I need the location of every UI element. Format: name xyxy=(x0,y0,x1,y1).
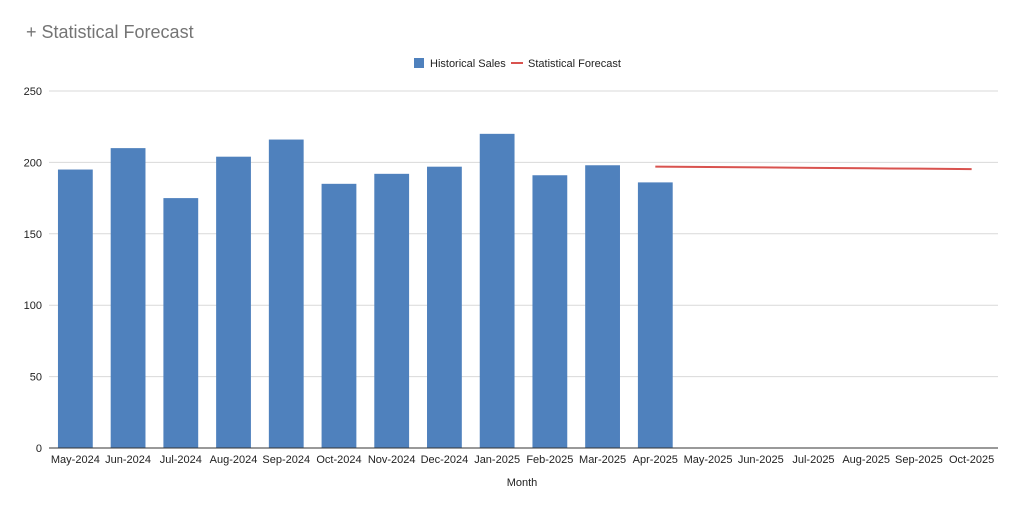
x-tick-label: Sep-2025 xyxy=(895,454,943,466)
x-tick-label: Aug-2025 xyxy=(842,454,890,466)
legend-label: Statistical Forecast xyxy=(528,58,621,70)
y-tick-label: 200 xyxy=(24,157,42,169)
legend[interactable]: Historical Sales Statistical Forecast xyxy=(414,58,621,70)
x-tick-label: May-2025 xyxy=(684,454,733,466)
axes: 0 50 100 150 200 250 May-2024 Jun-2024 Jul-2024 A… xyxy=(24,86,998,466)
x-tick-label: Mar-2025 xyxy=(579,454,626,466)
grid-lines xyxy=(49,90,998,378)
bar-historical-sales[interactable] xyxy=(532,175,568,448)
x-tick-label: Jun-2024 xyxy=(105,454,151,466)
x-tick-label: Sep-2024 xyxy=(262,454,310,466)
bar-historical-sales[interactable] xyxy=(57,169,93,449)
legend-label: Historical Sales xyxy=(430,58,506,70)
bar-historical-sales[interactable] xyxy=(585,165,620,449)
legend-item-historical-sales[interactable]: Historical Sales xyxy=(414,58,506,70)
x-tick-label: Oct-2025 xyxy=(949,454,994,466)
chart-title: + Statistical Forecast xyxy=(26,22,194,42)
bar-historical-sales[interactable] xyxy=(479,133,515,448)
x-tick-label: May-2024 xyxy=(51,454,100,466)
bar-historical-sales[interactable] xyxy=(268,139,304,448)
bar-historical-sales[interactable] xyxy=(110,148,146,448)
x-tick-label: Jul-2025 xyxy=(792,454,834,466)
x-tick-label: Oct-2024 xyxy=(316,454,361,466)
legend-item-statistical-forecast[interactable]: Statistical Forecast xyxy=(511,58,621,70)
x-axis-title: Month xyxy=(507,477,538,489)
y-tick-label: 250 xyxy=(24,86,42,98)
bar-historical-sales[interactable] xyxy=(374,173,410,448)
legend-swatch-bar xyxy=(414,58,424,68)
bars-layer xyxy=(57,133,673,449)
x-tick-label: Nov-2024 xyxy=(368,454,416,466)
bar-historical-sales[interactable] xyxy=(321,183,357,448)
bar-historical-sales[interactable] xyxy=(637,182,673,448)
x-tick-label: Aug-2024 xyxy=(210,454,258,466)
x-tick-label: Feb-2025 xyxy=(526,454,573,466)
bar-historical-sales[interactable] xyxy=(163,198,199,448)
y-tick-label: 0 xyxy=(36,443,42,455)
forecast-line[interactable] xyxy=(655,165,972,171)
x-tick-label: Dec-2024 xyxy=(421,454,469,466)
y-tick-label: 150 xyxy=(24,229,42,241)
y-tick-label: 50 xyxy=(30,372,42,384)
x-tick-label: Jan-2025 xyxy=(474,454,520,466)
y-tick-label: 100 xyxy=(24,300,42,312)
forecast-line-layer xyxy=(655,165,972,171)
bar-historical-sales[interactable] xyxy=(216,156,251,449)
bar-historical-sales[interactable] xyxy=(427,166,462,448)
x-tick-label: Jun-2025 xyxy=(738,454,784,466)
x-tick-label: Apr-2025 xyxy=(633,454,678,466)
x-tick-label: Jul-2024 xyxy=(160,454,202,466)
